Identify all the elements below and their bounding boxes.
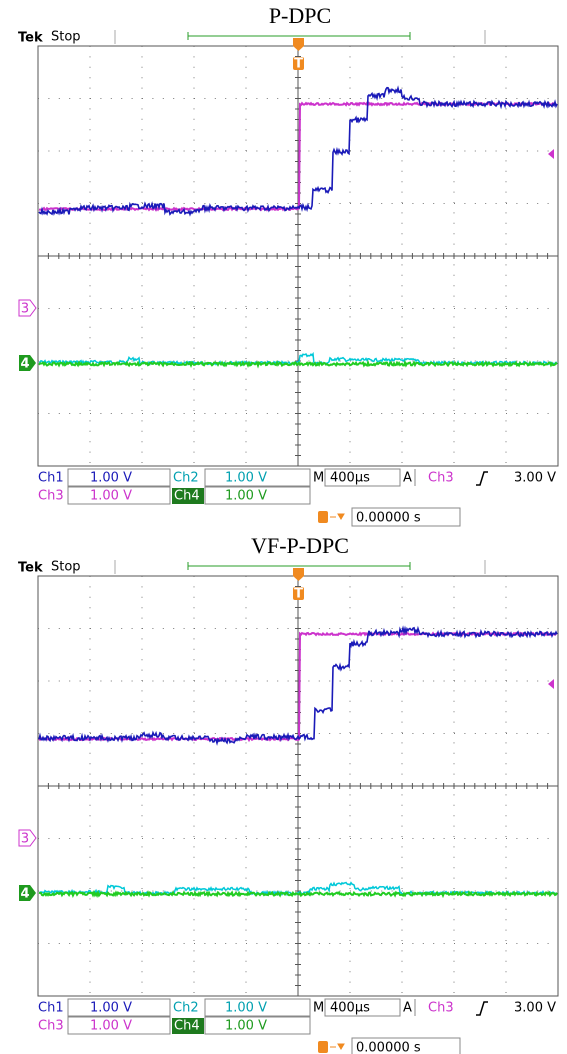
slope-icon: [476, 472, 488, 485]
ch1-label: Ch1: [38, 1001, 64, 1016]
timebase-value: 400µs: [330, 1001, 370, 1016]
trigger-pos-icon: [318, 1041, 328, 1053]
scope-screens: P-DPC Tek Stop T 3 4 Ch1 1.00 V Ch2 1.00 V M 400µs A…: [0, 0, 567, 1054]
panel-title: P-DPC: [269, 3, 331, 28]
scope-panel: P-DPC Tek Stop T 3 4 Ch1 1.00 V Ch2 1.00 V M 400µs A…: [18, 3, 558, 526]
trigger-marker-label: T: [294, 587, 303, 602]
ch3-label: Ch3: [38, 489, 64, 504]
ch2-scale: 1.00 V: [225, 471, 267, 486]
ch3-scale: 1.00 V: [90, 489, 132, 504]
ch1-scale: 1.00 V: [90, 1001, 132, 1016]
trigger-pos-icon: [318, 511, 328, 523]
trigger-source: Ch3: [428, 1001, 454, 1016]
page: P-DPC Tek Stop T 3 4 Ch1 1.00 V Ch2 1.00 V M 400µs A…: [0, 0, 567, 1054]
ch2-scale: 1.00 V: [225, 1001, 267, 1016]
ch3-scale: 1.00 V: [90, 1019, 132, 1034]
ch4-label: Ch4: [174, 1019, 200, 1034]
ch4-scale: 1.00 V: [225, 489, 267, 504]
trigger-label: A: [403, 1001, 412, 1016]
brand: Tek: [18, 31, 43, 46]
trigger-pos-arrow: [330, 514, 344, 519]
scope-panel: VF-P-DPC Tek Stop T 3 4 Ch1 1.00 V Ch2 1.00 V M 400…: [18, 533, 558, 1054]
timebase-label: M: [313, 471, 324, 486]
ch4-scale: 1.00 V: [225, 1019, 267, 1034]
ch4-marker-label: 4: [20, 357, 29, 372]
ch3-marker-label: 3: [21, 302, 29, 317]
brand: Tek: [18, 561, 43, 576]
ch4-marker-label: 4: [20, 887, 29, 902]
ch3-marker-label: 3: [21, 832, 29, 847]
trigger-label: A: [403, 471, 412, 486]
ch1-label: Ch1: [38, 471, 64, 486]
trigger-position: 0.00000 s: [356, 511, 421, 526]
timebase-value: 400µs: [330, 471, 370, 486]
ch2-label: Ch2: [173, 1001, 199, 1016]
slope-icon: [476, 1002, 488, 1015]
trigger-marker-label: T: [294, 57, 303, 72]
trigger-level: 3.00 V: [514, 1001, 556, 1016]
ch3-label: Ch3: [38, 1019, 64, 1034]
trigger-pos-arrow: [330, 1044, 344, 1049]
ch2-label: Ch2: [173, 471, 199, 486]
ch1-scale: 1.00 V: [90, 471, 132, 486]
status: Stop: [51, 30, 81, 45]
trigger-position: 0.00000 s: [356, 1041, 421, 1054]
panel-title: VF-P-DPC: [251, 533, 349, 558]
ch4-label: Ch4: [174, 489, 200, 504]
trigger-level: 3.00 V: [514, 471, 556, 486]
status: Stop: [51, 560, 81, 575]
timebase-label: M: [313, 1001, 324, 1016]
trigger-source: Ch3: [428, 471, 454, 486]
